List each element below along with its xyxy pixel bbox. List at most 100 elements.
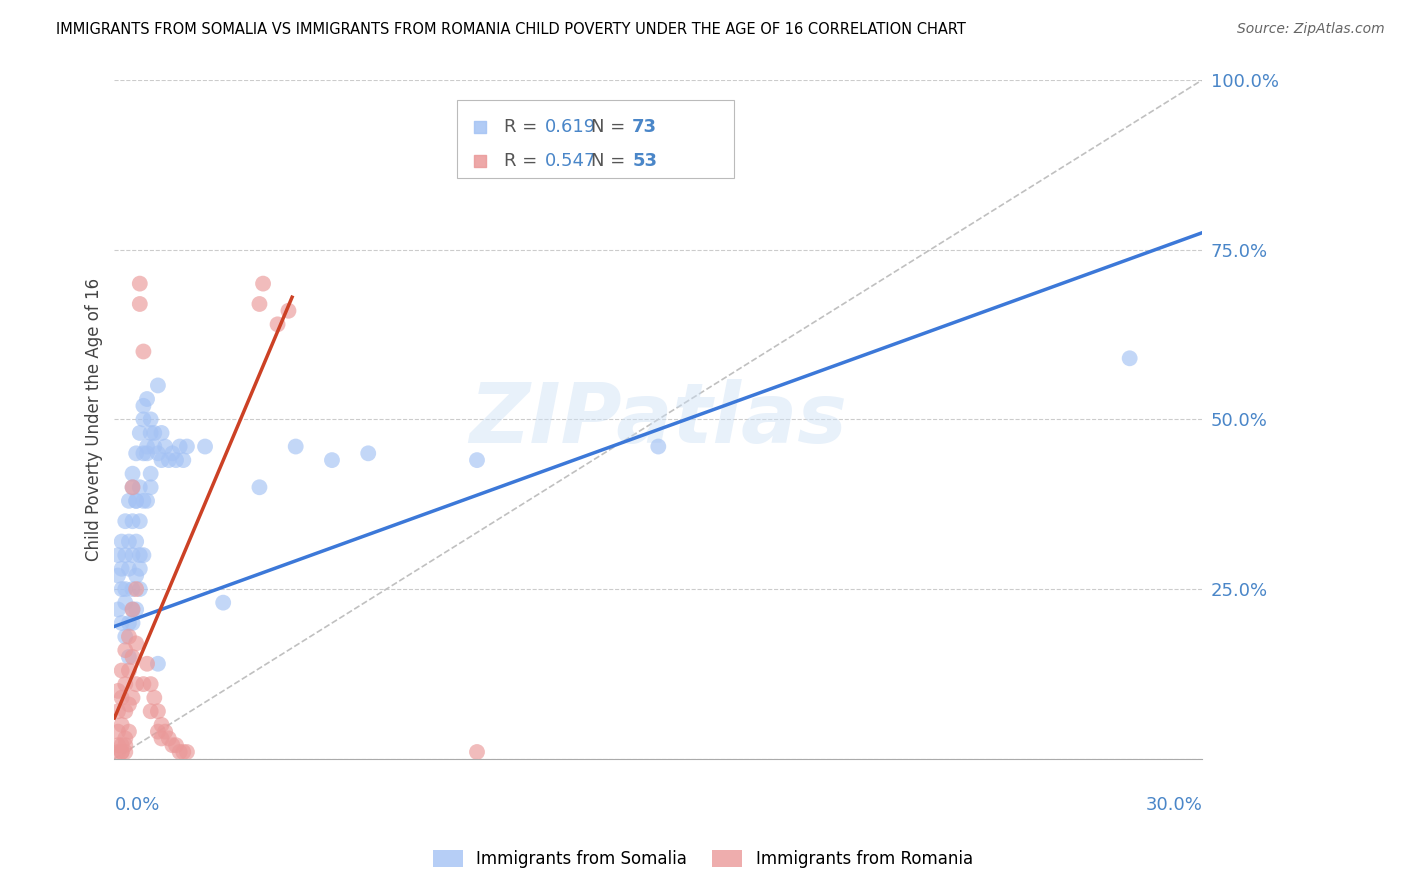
Point [132, 446, 155, 460]
Point [121, 650, 143, 665]
Point [125, 582, 148, 596]
Point [139, 467, 162, 481]
Text: N =: N = [591, 119, 631, 136]
Y-axis label: Child Poverty Under the Age of 16: Child Poverty Under the Age of 16 [86, 277, 103, 561]
Point [162, 738, 184, 752]
Point [157, 453, 180, 467]
Point [321, 453, 343, 467]
Point [114, 514, 136, 528]
Point [146, 704, 169, 718]
Point [249, 297, 271, 311]
Point [118, 615, 141, 630]
Point [111, 718, 134, 732]
Point [121, 548, 143, 562]
Point [114, 582, 136, 596]
Point [153, 724, 176, 739]
Point [132, 677, 155, 691]
Point [111, 745, 134, 759]
Point [169, 745, 191, 759]
Text: 0.547: 0.547 [546, 153, 596, 170]
Point [139, 425, 162, 440]
Point [107, 745, 129, 759]
Point [132, 493, 155, 508]
Point [132, 548, 155, 562]
Point [107, 738, 129, 752]
Point [143, 440, 166, 454]
Point [114, 731, 136, 746]
Text: 30.0%: 30.0% [1146, 797, 1202, 814]
Point [146, 657, 169, 671]
Legend: Immigrants from Somalia, Immigrants from Romania: Immigrants from Somalia, Immigrants from… [426, 843, 980, 875]
Point [136, 657, 159, 671]
Point [107, 704, 129, 718]
Point [143, 425, 166, 440]
Point [165, 738, 187, 752]
Point [121, 690, 143, 705]
Point [111, 745, 134, 759]
Point [114, 596, 136, 610]
Point [252, 277, 274, 291]
Point [146, 446, 169, 460]
Point [1118, 351, 1140, 366]
Point [118, 562, 141, 576]
Point [194, 440, 217, 454]
Point [136, 392, 159, 406]
Point [118, 534, 141, 549]
Point [150, 718, 173, 732]
Point [121, 467, 143, 481]
Point [1322, 154, 1344, 169]
Point [125, 677, 148, 691]
Point [212, 596, 235, 610]
Point [132, 344, 155, 359]
Point [128, 582, 150, 596]
Point [107, 602, 129, 616]
Point [107, 568, 129, 582]
Point [277, 303, 299, 318]
Point [114, 704, 136, 718]
Point [132, 399, 155, 413]
Point [128, 425, 150, 440]
Point [143, 690, 166, 705]
Point [165, 453, 187, 467]
Point [111, 582, 134, 596]
Text: R =: R = [503, 119, 543, 136]
Point [150, 425, 173, 440]
Point [132, 412, 155, 426]
Point [114, 738, 136, 752]
Point [121, 480, 143, 494]
Point [121, 615, 143, 630]
Point [111, 664, 134, 678]
Point [284, 440, 307, 454]
Text: ZIPatlas: ZIPatlas [470, 379, 848, 460]
Point [136, 446, 159, 460]
Point [1322, 120, 1344, 135]
Point [150, 731, 173, 746]
Point [249, 480, 271, 494]
Point [139, 412, 162, 426]
Point [125, 568, 148, 582]
Point [118, 650, 141, 665]
Point [128, 514, 150, 528]
Point [139, 480, 162, 494]
Point [107, 724, 129, 739]
Point [121, 582, 143, 596]
Point [169, 440, 191, 454]
Point [136, 440, 159, 454]
Point [128, 297, 150, 311]
Point [465, 453, 488, 467]
Point [121, 480, 143, 494]
Point [139, 677, 162, 691]
Point [125, 602, 148, 616]
Point [114, 677, 136, 691]
Point [172, 453, 194, 467]
Point [157, 731, 180, 746]
Point [121, 602, 143, 616]
Point [647, 440, 669, 454]
Text: Source: ZipAtlas.com: Source: ZipAtlas.com [1237, 22, 1385, 37]
Point [139, 704, 162, 718]
Text: 73: 73 [633, 119, 657, 136]
Point [118, 724, 141, 739]
Point [125, 493, 148, 508]
Point [172, 745, 194, 759]
Point [118, 630, 141, 644]
